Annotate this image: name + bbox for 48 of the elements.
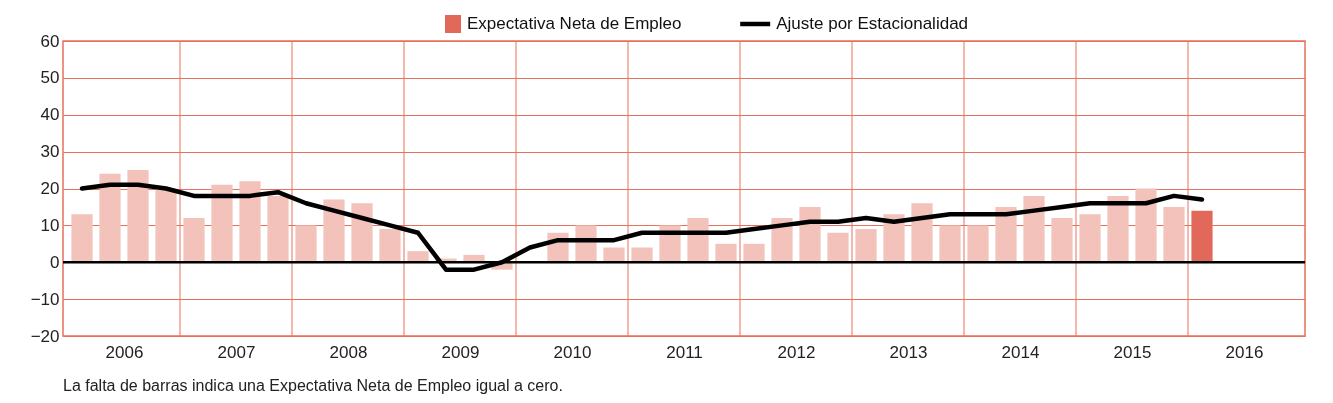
y-tick-label: 10: [40, 215, 60, 235]
bar: [295, 225, 317, 263]
bar: [827, 232, 849, 263]
bar: [211, 184, 233, 263]
x-tick-label: 2014: [1001, 342, 1040, 362]
bar: [631, 247, 653, 263]
x-tick-label: 2016: [1225, 342, 1264, 362]
bar: [239, 181, 261, 263]
bar: [1163, 206, 1185, 263]
bar: [743, 243, 765, 263]
bar: [603, 247, 625, 263]
y-tick-label: −20: [30, 326, 60, 346]
y-tick-label: 20: [40, 179, 60, 198]
bar: [855, 229, 877, 263]
bar: [267, 195, 289, 263]
bar: [1107, 195, 1129, 263]
bar: [1079, 214, 1101, 263]
x-tick-label: 2013: [889, 342, 928, 362]
bar: [939, 225, 961, 263]
bar: [967, 225, 989, 263]
bar: [1023, 195, 1045, 263]
legend-label: Ajuste por Estacionalidad: [776, 14, 969, 33]
bar: [379, 229, 401, 263]
legend-label: Expectativa Neta de Empleo: [467, 14, 682, 33]
bar: [127, 170, 149, 263]
y-tick-label: 0: [50, 252, 60, 272]
x-tick-label: 2010: [553, 342, 592, 362]
x-tick-label: 2011: [666, 342, 703, 362]
bar: [1051, 218, 1073, 263]
x-tick-label: 2015: [1113, 342, 1152, 362]
bar: [407, 251, 429, 263]
bar: [71, 214, 93, 263]
x-tick-label: 2008: [329, 342, 368, 362]
bar: [99, 173, 121, 263]
text: La falta de barras indica una Expectativa Neta de Empleo igual a cero.: [63, 377, 563, 394]
y-tick-label: 60: [40, 31, 60, 51]
x-tick-label: 2007: [217, 342, 256, 362]
x-tick-label: 2006: [105, 342, 144, 362]
bar: [183, 218, 205, 263]
y-tick-label: 30: [40, 142, 60, 162]
y-tick-label: −10: [30, 289, 60, 309]
x-tick-label: 2009: [441, 342, 480, 362]
y-tick-label: 40: [40, 105, 60, 125]
bar: [155, 188, 177, 263]
y-tick-label: 50: [40, 68, 60, 88]
bar: [1135, 188, 1157, 263]
bar: [715, 243, 737, 263]
x-tick-label: 2012: [777, 342, 816, 362]
